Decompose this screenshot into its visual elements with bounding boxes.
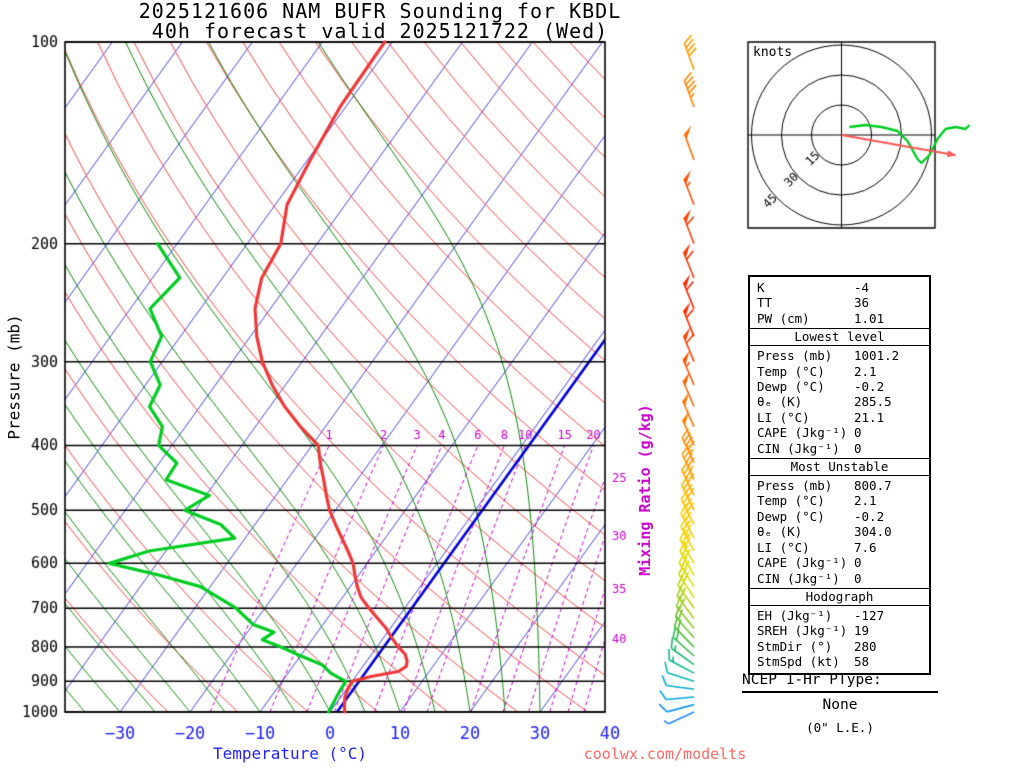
stat-label: CAPE (Jkg⁻¹) <box>757 425 848 441</box>
stat-label: Dewp (°C) <box>757 508 825 524</box>
pressure-axis-label: Pressure (mb) <box>4 314 24 440</box>
stat-label: TT <box>757 295 773 311</box>
stat-value: -0.2 <box>854 508 885 524</box>
stat-value: 58 <box>854 654 870 670</box>
stat-value: 7.6 <box>854 539 877 555</box>
stat-row: EH (Jkg⁻¹) -127 <box>750 608 929 623</box>
stat-label: StmSpd (kt) <box>757 654 840 670</box>
stat-value: 280 <box>854 638 877 654</box>
temperature-axis-label: Temperature (°C) <box>212 744 368 763</box>
stat-label: LI (°C) <box>757 539 810 555</box>
stat-row: K -4 <box>750 280 929 295</box>
mixing-ratio-axis-label: Mixing Ratio (g/kg) <box>636 404 654 576</box>
stat-row: LI (°C) 7.6 <box>750 540 929 555</box>
stat-row: θₑ (K) 285.5 <box>750 394 929 409</box>
stat-label: CIN (Jkg⁻¹) <box>757 440 840 456</box>
stat-row: Press (mb) 800.7 <box>750 478 929 493</box>
stat-label: Press (mb) <box>757 478 833 494</box>
stat-row: SREH (Jkg⁻¹) 19 <box>750 623 929 638</box>
stat-value: -0.2 <box>854 379 885 395</box>
chart-title: 2025121606 NAM BUFR Sounding for KBDL 40… <box>0 1 760 41</box>
stat-row: StmDir (°) 280 <box>750 639 929 654</box>
stat-label: EH (Jkg⁻¹) <box>757 607 833 623</box>
stat-label: StmDir (°) <box>757 638 833 654</box>
stat-label: K <box>757 280 765 295</box>
stat-value: 0 <box>854 570 862 586</box>
stat-row: PW (cm) 1.01 <box>750 311 929 326</box>
stat-label: PW (cm) <box>757 310 810 326</box>
stat-label: θₑ (K) <box>757 394 803 410</box>
title-line-2: 40h forecast valid 2025121722 (Wed) <box>151 19 609 43</box>
stat-label: Temp (°C) <box>757 363 825 379</box>
stat-row: CAPE (Jkg⁻¹) 0 <box>750 425 929 440</box>
stat-value: 1.01 <box>854 310 885 326</box>
stat-row: Dewp (°C) -0.2 <box>750 379 929 394</box>
stat-value: 0 <box>854 440 862 456</box>
stat-row: Press (mb) 1001.2 <box>750 348 929 363</box>
stat-value: 2.1 <box>854 363 877 379</box>
stat-value: 0 <box>854 425 862 441</box>
stat-row: CIN (Jkg⁻¹) 0 <box>750 441 929 456</box>
stat-row: Temp (°C) 2.1 <box>750 493 929 508</box>
stat-value: -4 <box>854 280 870 295</box>
stat-row: StmSpd (kt) 58 <box>750 654 929 669</box>
stat-row: TT 36 <box>750 295 929 310</box>
stat-value: -127 <box>854 607 885 623</box>
stat-label: CIN (Jkg⁻¹) <box>757 570 840 586</box>
stat-row: CAPE (Jkg⁻¹) 0 <box>750 555 929 570</box>
ptype-block: NCEP 1-Hr PType: None (0" L.E.) <box>742 672 938 735</box>
stat-label: CAPE (Jkg⁻¹) <box>757 555 848 571</box>
stat-label: LI (°C) <box>757 409 810 425</box>
stat-row: CIN (Jkg⁻¹) 0 <box>750 571 929 586</box>
stats-section-header: Lowest level <box>750 328 929 347</box>
stat-value: 0 <box>854 555 862 571</box>
stat-label: Dewp (°C) <box>757 379 825 395</box>
stats-section-header: Hodograph <box>750 587 929 606</box>
ptype-value: None <box>822 697 858 713</box>
stat-row: θₑ (K) 304.0 <box>750 524 929 539</box>
stats-section-header: Most Unstable <box>750 458 929 477</box>
stat-label: θₑ (K) <box>757 524 803 540</box>
stat-value: 304.0 <box>854 524 892 540</box>
stat-value: 36 <box>854 295 870 311</box>
stat-value: 2.1 <box>854 493 877 509</box>
stat-label: SREH (Jkg⁻¹) <box>757 623 848 639</box>
ptype-detail: (0" L.E.) <box>806 720 874 735</box>
stat-value: 21.1 <box>854 409 885 425</box>
stats-table: K -4 TT 36 PW (cm) 1.01 Lowest level Press (mb)… <box>748 275 931 675</box>
title-line-1: 2025121606 NAM BUFR Sounding for KBDL <box>138 0 622 23</box>
stat-value: 1001.2 <box>854 348 900 364</box>
ptype-heading: NCEP 1-Hr PType: <box>742 672 938 693</box>
stat-value: 285.5 <box>854 394 892 410</box>
stat-row: Dewp (°C) -0.2 <box>750 509 929 524</box>
hodograph-units-label: knots <box>753 45 793 60</box>
stat-label: Temp (°C) <box>757 493 825 509</box>
stat-value: 19 <box>854 623 870 639</box>
stat-row: LI (°C) 21.1 <box>750 410 929 425</box>
watermark-text: coolwx.com/modelts <box>583 745 747 763</box>
stat-value: 800.7 <box>854 478 892 494</box>
stat-label: Press (mb) <box>757 348 833 364</box>
stat-row: Temp (°C) 2.1 <box>750 364 929 379</box>
